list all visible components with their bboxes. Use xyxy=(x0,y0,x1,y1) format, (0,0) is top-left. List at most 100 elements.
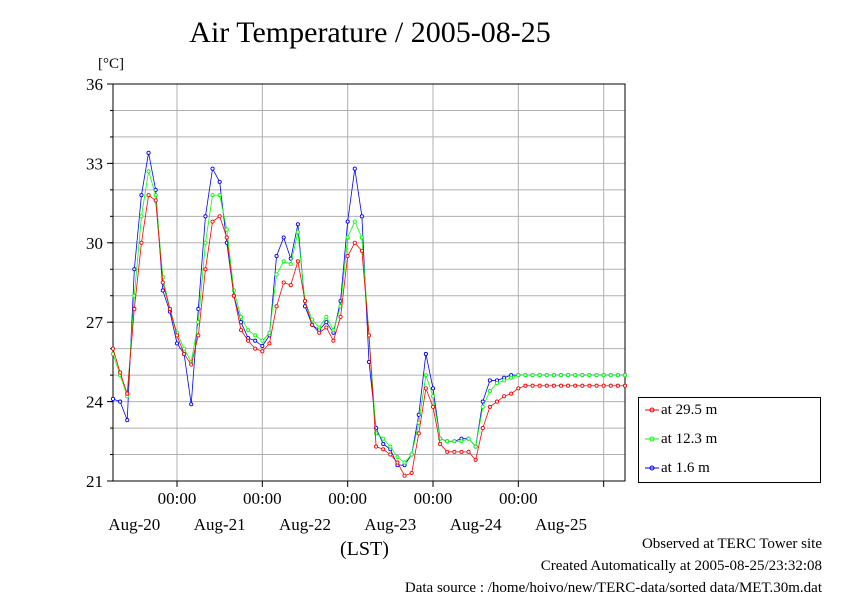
data-point xyxy=(238,314,244,319)
data-point xyxy=(416,431,421,436)
data-point xyxy=(160,288,165,293)
data-point xyxy=(288,283,293,288)
data-point xyxy=(352,240,357,245)
data-point xyxy=(473,457,478,462)
data-point xyxy=(231,293,236,298)
data-point xyxy=(331,328,336,333)
data-point xyxy=(139,214,144,219)
y-tick-label: 27 xyxy=(86,313,104,332)
data-point xyxy=(260,343,265,349)
data-point xyxy=(459,439,464,444)
data-point xyxy=(409,471,414,476)
x-time-label: 00:00 xyxy=(328,489,367,508)
data-point xyxy=(281,280,286,285)
data-point xyxy=(608,383,613,388)
footer-observed: Observed at TERC Tower site xyxy=(641,536,822,552)
data-point xyxy=(530,373,535,378)
x-time-label: 00:00 xyxy=(499,489,538,508)
data-point xyxy=(153,193,158,198)
data-point xyxy=(473,444,478,449)
footer-created: Created Automatically at 2005-08-25/23:3… xyxy=(540,558,822,574)
data-point xyxy=(615,383,620,388)
data-point xyxy=(359,235,364,240)
data-point xyxy=(466,449,471,454)
data-point xyxy=(594,373,599,378)
x-date-label: Aug-25 xyxy=(535,515,587,534)
data-point xyxy=(281,235,286,240)
x-time-label: 00:00 xyxy=(243,489,282,508)
x-date-label: Aug-21 xyxy=(194,515,246,534)
data-point xyxy=(338,314,343,319)
data-point xyxy=(295,230,300,235)
series-at-12-3-m xyxy=(110,169,628,465)
data-point xyxy=(551,373,556,378)
data-point xyxy=(167,306,172,312)
y-tick-label: 30 xyxy=(86,234,103,253)
data-point xyxy=(217,193,222,198)
legend-label: at 1.6 m xyxy=(661,460,710,476)
data-point xyxy=(253,333,258,338)
chart-title: Air Temperature / 2005-08-25 xyxy=(189,16,551,49)
data-point xyxy=(324,325,329,330)
data-point xyxy=(317,325,322,330)
data-point xyxy=(189,402,194,407)
data-point xyxy=(566,383,571,388)
data-point xyxy=(224,235,229,240)
data-point xyxy=(558,373,564,378)
data-point xyxy=(423,386,428,391)
data-point xyxy=(466,436,471,441)
data-point xyxy=(480,404,485,409)
data-point xyxy=(452,439,457,444)
series-line xyxy=(112,171,625,464)
data-point xyxy=(622,383,628,388)
data-point xyxy=(544,383,549,388)
y-tick-label: 21 xyxy=(86,472,103,491)
legend-item-12-3m: at 12.3 m xyxy=(639,429,820,449)
data-point xyxy=(580,373,585,378)
data-point xyxy=(587,373,592,378)
data-point xyxy=(246,328,251,333)
data-point xyxy=(132,306,137,312)
data-point xyxy=(494,381,500,386)
data-point xyxy=(366,359,372,364)
x-date-label: Aug-20 xyxy=(108,515,160,534)
data-point xyxy=(615,373,620,378)
data-point xyxy=(110,346,116,351)
data-point xyxy=(430,394,436,399)
data-point xyxy=(388,444,393,449)
data-point xyxy=(288,261,293,267)
data-point xyxy=(189,362,194,367)
data-point xyxy=(352,166,357,171)
data-point xyxy=(196,333,201,338)
x-time-label: 00:00 xyxy=(158,489,197,508)
data-point xyxy=(452,449,457,454)
data-point xyxy=(160,280,165,285)
data-point xyxy=(566,373,571,378)
data-point xyxy=(423,351,428,357)
legend-label: at 29.5 m xyxy=(661,402,718,418)
data-point xyxy=(182,351,187,357)
data-point xyxy=(423,373,428,378)
y-tick-label: 36 xyxy=(86,75,103,94)
data-point xyxy=(608,373,613,378)
data-point xyxy=(302,298,308,304)
data-point xyxy=(459,449,464,454)
data-point xyxy=(146,169,151,174)
chart-legend: at 29.5 m at 12.3 m at 1.6 m xyxy=(638,397,821,483)
data-point xyxy=(132,267,137,272)
chart-series xyxy=(110,150,628,478)
data-point xyxy=(487,378,492,383)
x-time-label: 00:00 xyxy=(414,489,453,508)
data-point xyxy=(494,399,500,404)
data-point xyxy=(246,338,251,343)
data-point xyxy=(210,166,215,171)
data-point xyxy=(267,341,272,346)
data-point xyxy=(544,373,549,378)
data-point xyxy=(203,267,208,272)
data-point xyxy=(502,394,507,399)
data-point xyxy=(402,460,407,465)
data-point xyxy=(580,383,585,388)
data-point xyxy=(445,449,450,454)
data-point xyxy=(253,346,258,351)
plot-frame xyxy=(112,83,626,482)
